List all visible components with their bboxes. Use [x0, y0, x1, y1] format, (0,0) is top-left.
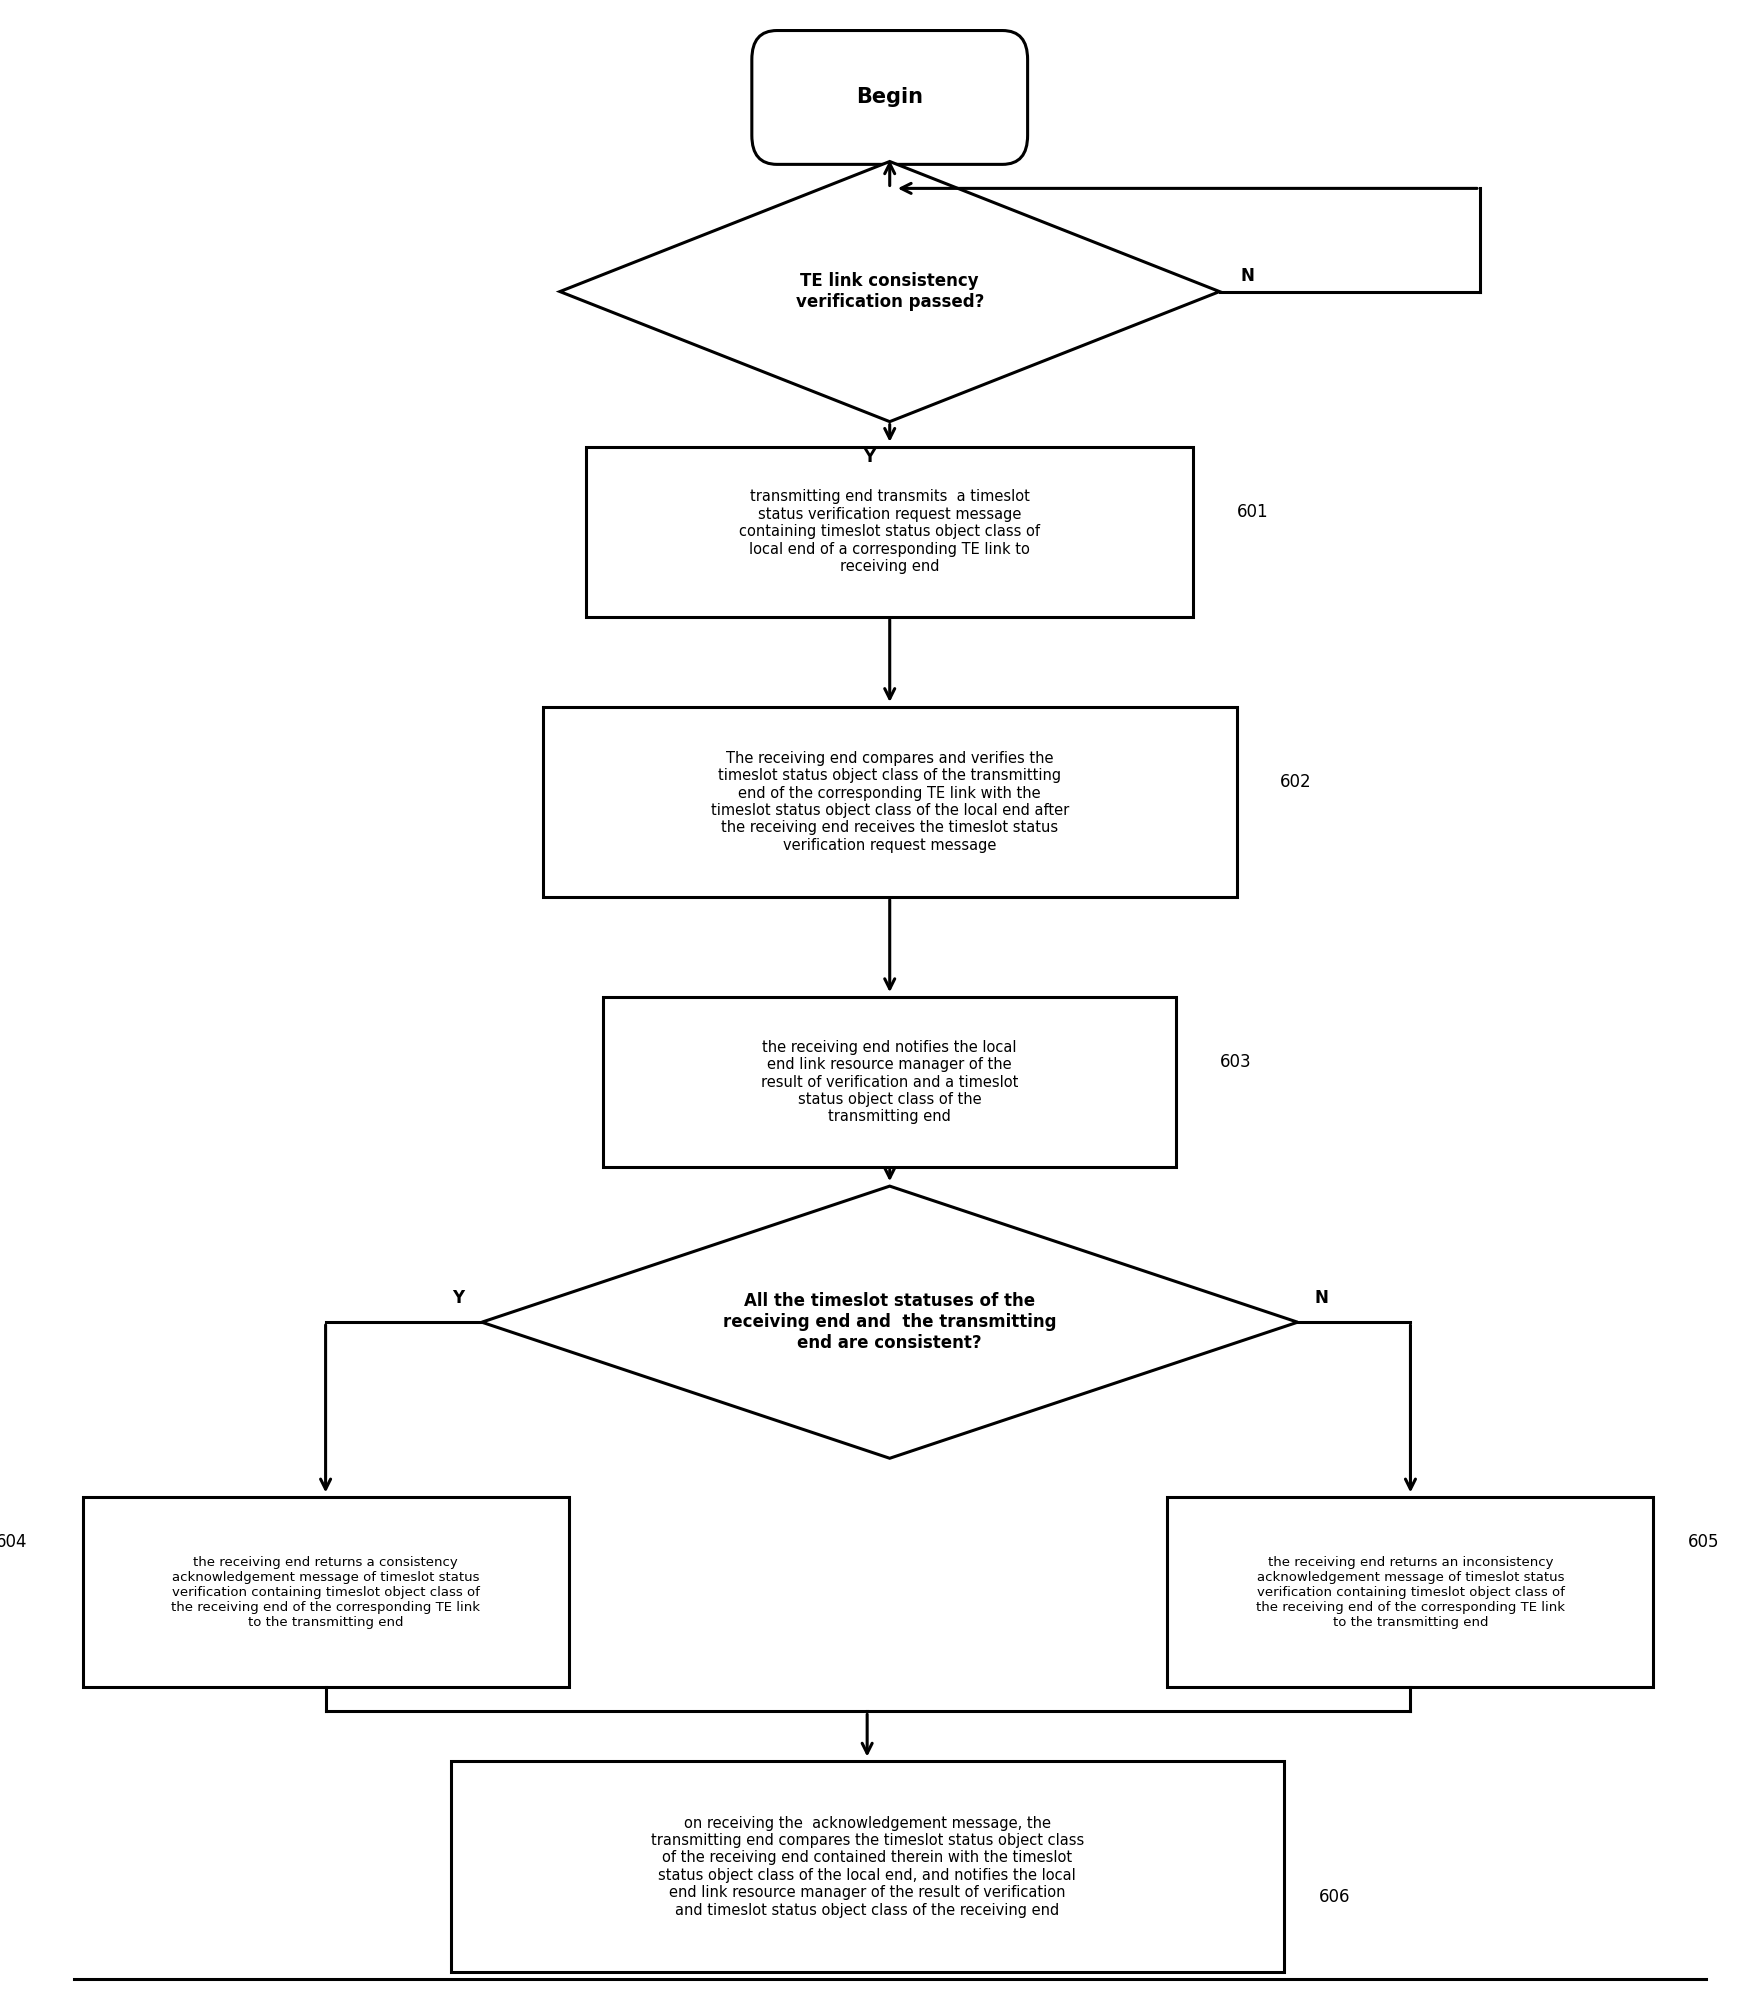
FancyBboxPatch shape: [603, 998, 1177, 1166]
Polygon shape: [482, 1186, 1298, 1459]
Text: Begin: Begin: [857, 88, 923, 108]
Text: the receiving end notifies the local
end link resource manager of the
result of : the receiving end notifies the local end…: [762, 1040, 1018, 1124]
Text: transmitting end transmits  a timeslot
status verification request message
conta: transmitting end transmits a timeslot st…: [739, 489, 1040, 573]
Text: The receiving end compares and verifies the
timeslot status object class of the : The receiving end compares and verifies …: [711, 752, 1069, 854]
Text: 606: 606: [1319, 1888, 1349, 1906]
FancyBboxPatch shape: [83, 1497, 568, 1687]
FancyBboxPatch shape: [586, 447, 1194, 617]
Text: on receiving the  acknowledgement message, the
transmitting end compares the tim: on receiving the acknowledgement message…: [651, 1816, 1084, 1918]
FancyBboxPatch shape: [450, 1762, 1284, 1972]
Text: All the timeslot statuses of the
receiving end and  the transmitting
end are con: All the timeslot statuses of the receivi…: [723, 1293, 1057, 1353]
Text: 601: 601: [1237, 503, 1268, 521]
FancyBboxPatch shape: [1168, 1497, 1653, 1687]
FancyBboxPatch shape: [542, 707, 1237, 898]
Text: 605: 605: [1689, 1533, 1720, 1551]
Text: the receiving end returns an inconsistency
acknowledgement message of timeslot s: the receiving end returns an inconsisten…: [1256, 1555, 1566, 1629]
Polygon shape: [559, 162, 1219, 421]
Text: N: N: [1316, 1289, 1328, 1307]
FancyBboxPatch shape: [751, 30, 1027, 164]
Text: Y: Y: [452, 1289, 464, 1307]
Text: Y: Y: [864, 447, 874, 465]
Text: the receiving end returns a consistency
acknowledgement message of timeslot stat: the receiving end returns a consistency …: [171, 1555, 480, 1629]
Text: N: N: [1240, 267, 1254, 285]
Text: 604: 604: [0, 1533, 28, 1551]
Text: 603: 603: [1219, 1052, 1251, 1070]
Text: 602: 602: [1281, 774, 1312, 792]
Text: TE link consistency
verification passed?: TE link consistency verification passed?: [795, 273, 983, 311]
